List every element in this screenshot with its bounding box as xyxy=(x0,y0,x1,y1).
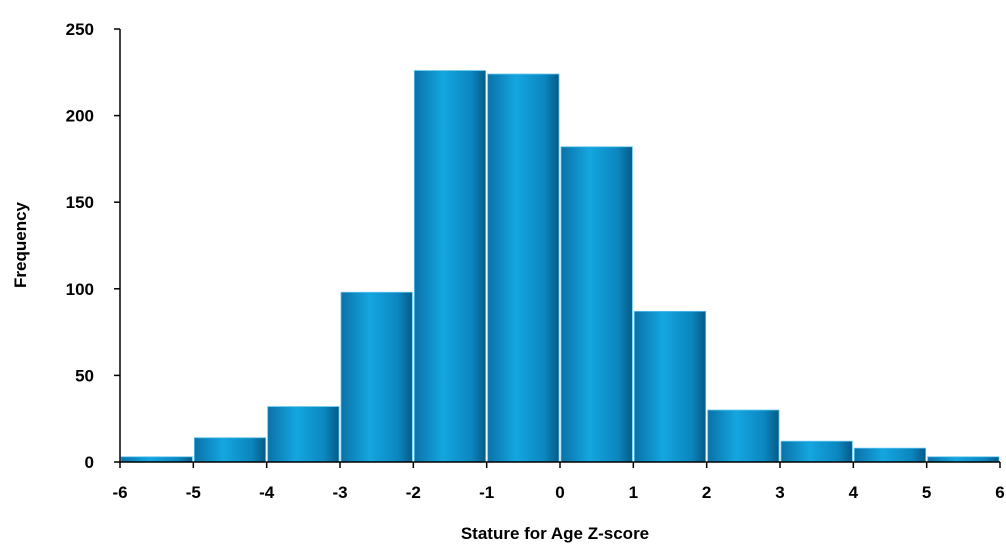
x-tick-label-1: -5 xyxy=(186,483,201,502)
x-tick-label-10: 4 xyxy=(849,483,859,502)
bars-group xyxy=(120,70,1000,463)
x-tick-label-7: 1 xyxy=(629,483,638,502)
x-tick-label-3: -3 xyxy=(332,483,347,502)
y-tick-label-1: 50 xyxy=(75,366,94,385)
x-tick-label-0: -6 xyxy=(112,483,127,502)
x-tick-label-5: -1 xyxy=(479,483,494,502)
y-tick-label-2: 100 xyxy=(66,280,94,299)
histogram-bar-2 xyxy=(267,406,340,463)
x-tick-label-8: 2 xyxy=(702,483,711,502)
histogram-bar-11 xyxy=(927,456,1000,463)
histogram-bar-9 xyxy=(780,440,853,463)
histogram-bar-4 xyxy=(413,70,487,463)
x-tick-label-12: 6 xyxy=(995,483,1004,502)
histogram-bar-5 xyxy=(487,73,560,463)
x-tick-label-9: 3 xyxy=(775,483,784,502)
x-ticks-group: -6 -5 -4 -3 -2 -1 0 1 2 3 4 5 6 xyxy=(112,462,1005,502)
y-axis-title: Frequency xyxy=(11,201,30,288)
x-tick-label-2: -4 xyxy=(259,483,275,502)
y-tick-label-3: 150 xyxy=(66,193,94,212)
histogram-bar-8 xyxy=(707,409,780,463)
histogram-bar-1 xyxy=(193,437,267,463)
y-tick-label-5: 250 xyxy=(66,20,94,39)
x-tick-label-11: 5 xyxy=(922,483,931,502)
histogram-bar-7 xyxy=(633,310,707,463)
y-ticks-group: 0 50 100 150 200 250 xyxy=(66,20,120,472)
histogram-bar-3 xyxy=(340,291,413,463)
histogram-bar-6 xyxy=(560,146,633,463)
histogram-bar-0 xyxy=(120,456,193,463)
y-tick-label-0: 0 xyxy=(85,453,94,472)
y-tick-label-4: 200 xyxy=(66,107,94,126)
x-tick-label-6: 0 xyxy=(555,483,564,502)
x-axis-title: Stature for Age Z-score xyxy=(461,524,649,543)
histogram-bar-10 xyxy=(853,447,927,463)
x-tick-label-4: -2 xyxy=(406,483,421,502)
